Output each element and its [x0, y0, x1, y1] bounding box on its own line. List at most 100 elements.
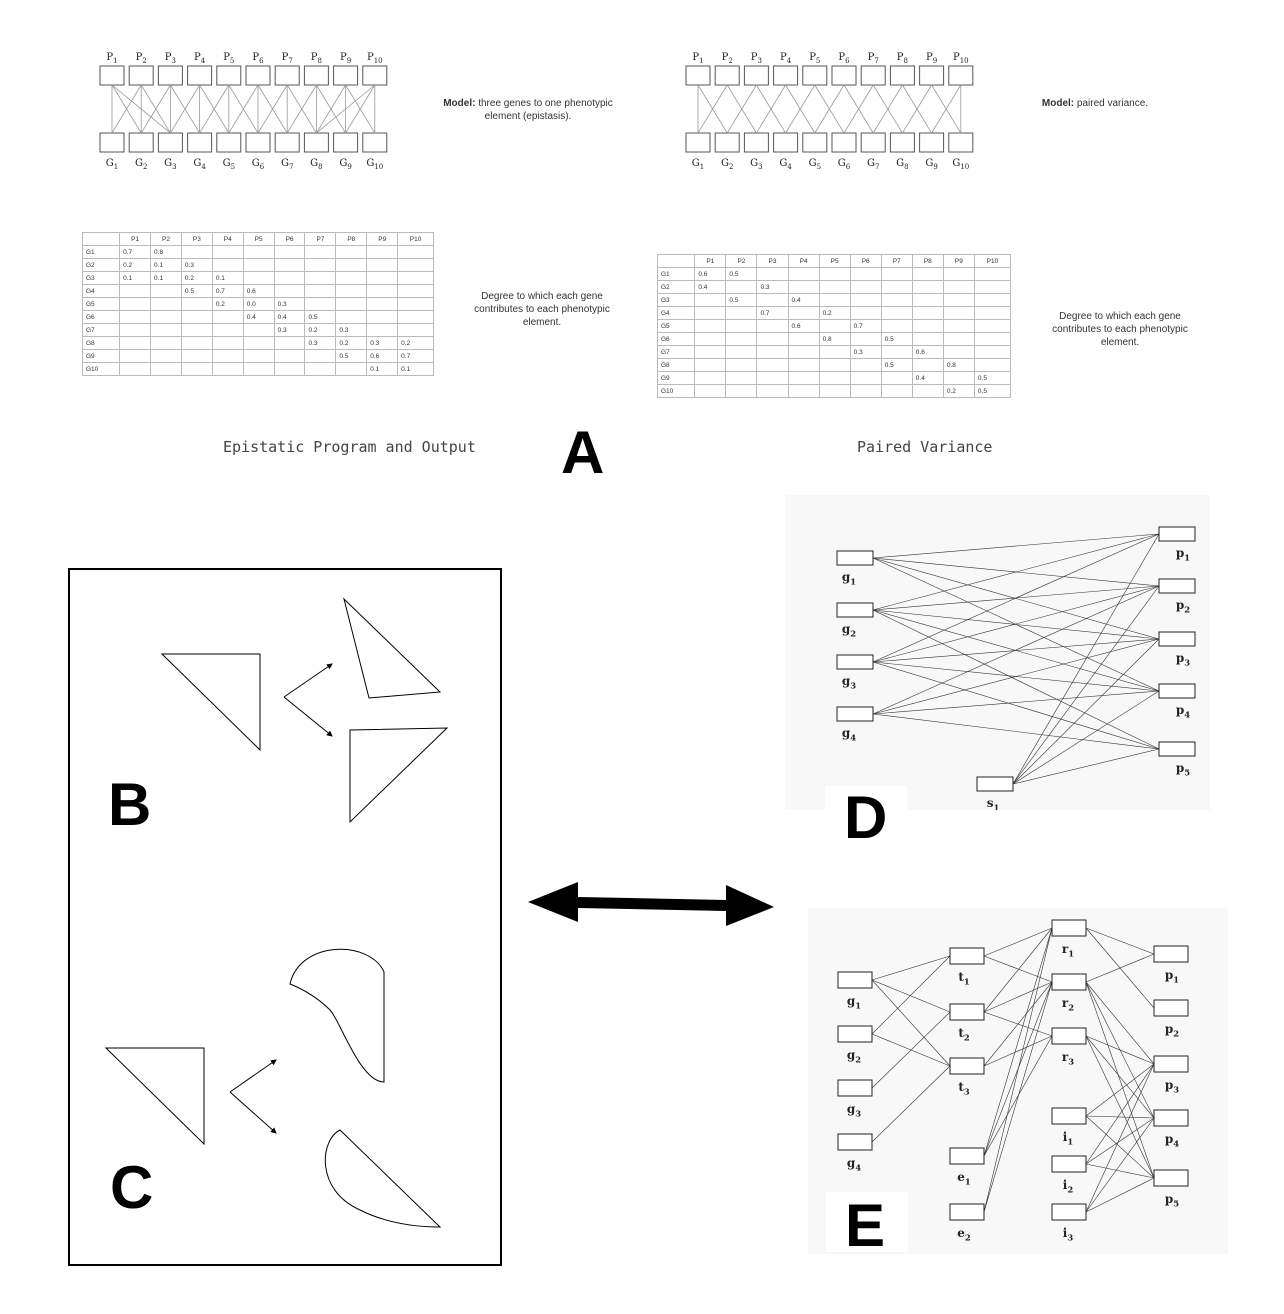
- edge: [1085, 1163, 1155, 1179]
- value-cell: 0.1: [150, 258, 182, 272]
- value-cell: 0.8: [818, 332, 851, 346]
- value-cell: [335, 245, 368, 259]
- gene-box: [333, 132, 359, 153]
- value-cell: [973, 306, 1012, 320]
- corner-cell: [656, 254, 696, 268]
- phenotype-node: [1158, 526, 1196, 542]
- value-cell: [180, 362, 213, 376]
- table-row: G2 0.4 0.3: [656, 280, 1012, 294]
- phenotype-label: P8: [897, 52, 908, 65]
- value-cell: [119, 336, 152, 350]
- i-node: [1051, 1155, 1087, 1173]
- gene-label: G6: [838, 158, 851, 171]
- gene-box: [303, 132, 329, 153]
- value-cell: [756, 293, 789, 307]
- gene-label: G4: [193, 158, 206, 171]
- t-node: [949, 1003, 985, 1021]
- b-source-triangle: [160, 653, 261, 752]
- phenotype-label: P2: [136, 52, 147, 65]
- value-cell: [694, 384, 727, 398]
- gene-label: g3: [847, 1102, 861, 1119]
- value-cell: [849, 280, 882, 294]
- value-cell: [273, 362, 306, 376]
- gene-label: G2: [135, 158, 147, 171]
- gene-node: [836, 602, 874, 618]
- panel-b-letter: B: [108, 771, 152, 838]
- phenotype-label: P3: [165, 52, 176, 65]
- value-cell: [150, 323, 182, 337]
- b-rotated-triangle: [343, 597, 442, 699]
- value-cell: 0.2: [119, 258, 152, 272]
- column-header: P2: [725, 254, 758, 268]
- value-cell: 0.5: [725, 267, 758, 281]
- value-cell: [119, 362, 152, 376]
- value-cell: [756, 358, 789, 372]
- table-row: G9 0.4 0.5: [656, 371, 1012, 385]
- value-cell: 0.5: [335, 349, 368, 363]
- t-label: t2: [958, 1026, 970, 1043]
- value-cell: [725, 280, 758, 294]
- column-header: P1: [119, 232, 152, 246]
- phenotype-label: p1: [1176, 546, 1190, 563]
- e-label: e1: [957, 1170, 970, 1187]
- phenotype-label: P3: [751, 52, 762, 65]
- edge: [983, 955, 1053, 983]
- value-cell: [397, 297, 434, 311]
- edge: [871, 979, 951, 1067]
- gene-cell: G7: [656, 345, 696, 359]
- value-cell: [180, 245, 213, 259]
- phenotype-box: [157, 65, 183, 86]
- t-node: [949, 947, 985, 965]
- gene-cell: G6: [81, 310, 121, 324]
- gene-node: [837, 971, 873, 989]
- value-cell: 0.2: [397, 336, 434, 350]
- edge: [983, 981, 1053, 1013]
- edge: [872, 609, 1160, 750]
- value-cell: 0.3: [335, 323, 368, 337]
- value-cell: [211, 245, 244, 259]
- value-cell: [787, 358, 820, 372]
- r-label: r2: [1062, 996, 1074, 1013]
- phenotype-node: [1153, 1055, 1189, 1073]
- phenotype-label: P5: [809, 52, 820, 65]
- edge: [872, 533, 1160, 559]
- c-arrow-up: [229, 1059, 277, 1093]
- value-cell: 0.4: [787, 293, 820, 307]
- table-row: G2 0.2 0.1 0.3: [81, 258, 434, 272]
- value-cell: [725, 332, 758, 346]
- phenotype-box: [128, 65, 154, 86]
- value-cell: [119, 323, 152, 337]
- value-cell: [119, 349, 152, 363]
- value-cell: [787, 384, 820, 398]
- phenotype-box: [802, 65, 828, 86]
- value-cell: [335, 297, 368, 311]
- value-cell: [973, 267, 1012, 281]
- gene-cell: G4: [656, 306, 696, 320]
- edge: [983, 981, 1053, 1213]
- value-cell: [273, 245, 306, 259]
- phenotype-node: [1153, 999, 1189, 1017]
- phenotype-label: P4: [194, 52, 206, 65]
- gene-box: [685, 132, 711, 153]
- left-model-label: Model:: [443, 98, 476, 109]
- edge: [1012, 748, 1160, 785]
- value-cell: [849, 332, 882, 346]
- phenotype-label: P9: [926, 52, 937, 65]
- value-cell: [973, 332, 1012, 346]
- i-label: i3: [1063, 1226, 1074, 1243]
- value-cell: [942, 267, 975, 281]
- phenotype-box: [333, 65, 359, 86]
- value-cell: [397, 310, 434, 324]
- value-cell: 0.4: [694, 280, 727, 294]
- value-cell: [211, 258, 244, 272]
- value-cell: [273, 284, 306, 298]
- phenotype-label: p5: [1176, 761, 1190, 778]
- phenotype-box: [685, 65, 711, 86]
- edge: [872, 533, 1160, 663]
- phenotype-label: p2: [1165, 1022, 1179, 1039]
- right-gene-phenotype-network: P1 G1 P2 G2 P3 G3 P4 G4 P5 G5 P6 G6 P7 G7 P8 G8 P9 G9 P10 G…: [685, 52, 974, 171]
- value-cell: [942, 293, 975, 307]
- value-cell: 0.3: [273, 323, 306, 337]
- value-cell: [787, 332, 820, 346]
- value-cell: [397, 284, 434, 298]
